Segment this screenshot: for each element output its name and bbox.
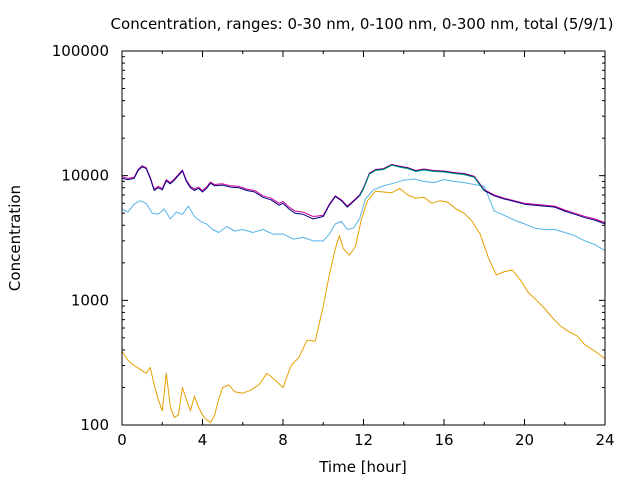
series-line-3 <box>121 164 606 224</box>
chart-title: Concentration, ranges: 0-30 nm, 0-100 nm… <box>111 15 614 33</box>
axis-layer: 0 4 8 12 16 20 24 100 1000 10000 100000 <box>52 42 615 449</box>
series-line-5 <box>359 164 485 197</box>
x-tick-label: 12 <box>354 431 373 449</box>
x-tick-label: 20 <box>515 431 534 449</box>
y-tick-label: 100 <box>80 416 109 434</box>
x-tick-label: 8 <box>278 431 288 449</box>
x-tick-label: 4 <box>198 431 208 449</box>
series-line-4 <box>121 164 606 225</box>
series-line-2 <box>121 178 606 252</box>
x-tick-label: 24 <box>595 431 614 449</box>
series-line-1 <box>121 187 606 423</box>
y-tick-label: 1000 <box>71 291 109 309</box>
y-tick-label: 10000 <box>61 167 109 185</box>
y-tick-label: 100000 <box>52 42 109 60</box>
series-layer <box>121 164 606 423</box>
x-axis-title: Time [hour] <box>318 458 407 476</box>
x-tick-label: 0 <box>117 431 127 449</box>
plot-frame <box>121 50 606 426</box>
x-tick-label: 16 <box>434 431 453 449</box>
y-axis-title: Concentration <box>6 185 24 291</box>
